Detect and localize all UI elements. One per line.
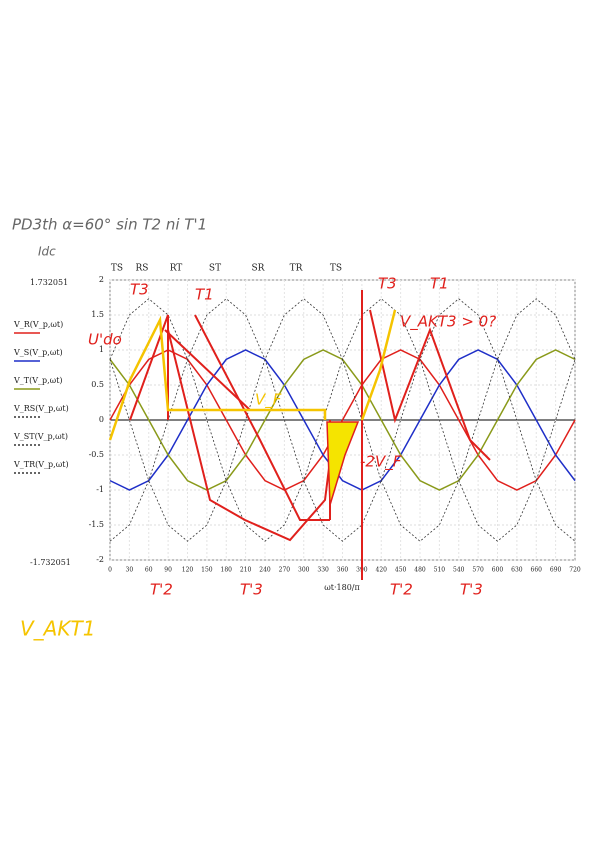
annotation: T3 [130,281,149,299]
phase-label: TS [111,264,123,274]
annotation: T'3 [460,581,483,599]
yellow-stroke [108,315,327,441]
x-axis-label: ωt·180/π [324,583,360,592]
y-tick-label: 2 [99,275,104,284]
y-tick-label: 0.5 [91,380,104,389]
phase-label: RT [170,264,183,274]
legend-label: V_T(V_p,ωt) [13,376,63,385]
y-tick-label: 0 [99,415,104,424]
annotation: T3 [378,275,397,293]
phase-label: TR [290,264,303,274]
x-tick-label: 570 [472,567,484,574]
annotation: V_AKT3 > 0? [400,313,496,332]
annotation: T'2 [390,581,413,599]
series-line [109,298,576,542]
annotation: V_AKT1 [20,617,95,641]
x-tick-label: 30 [126,567,134,574]
x-tick-label: 300 [298,567,310,574]
x-tick-label: 210 [240,567,252,574]
x-tick-label: 420 [376,567,388,574]
y-tick-label: 1.5 [91,310,104,319]
x-tick-label: 180 [221,567,233,574]
phase-label: TS [330,264,342,274]
title: PD3th α=60° sin T2 ni T'1 [12,216,207,234]
x-tick-label: 150 [201,567,213,574]
x-tick-label: 240 [259,567,271,574]
x-tick-label: 90 [164,567,172,574]
y-tick-label: -1 [96,485,104,494]
x-tick-label: 480 [414,567,426,574]
x-tick-label: 720 [569,567,581,574]
phase-label: SR [252,264,265,274]
annotation: T1 [195,286,214,304]
red-stroke [129,314,331,542]
red-stroke [194,309,491,521]
x-tick-label: 510 [434,567,446,574]
legend-label: V_R(V_p,ωt) [13,320,63,329]
yellow-area [326,421,360,506]
annotation: -2V_F [360,453,402,472]
legend-label: V_ST(V_p,ωt) [13,432,68,441]
x-tick-label: 360 [337,567,349,574]
subtitle: Idc [38,245,56,259]
x-tick-label: 540 [453,567,465,574]
y-tick-label: -1.5 [89,520,104,529]
x-tick-label: 270 [279,567,291,574]
annotation: V_F [255,391,282,410]
annotation: T'3 [240,581,263,599]
annotation: T1 [430,275,449,293]
legend-label: V_TR(V_p,ωt) [13,460,69,469]
x-tick-label: 120 [182,567,194,574]
series-line [109,298,576,542]
x-tick-label: 630 [511,567,523,574]
phase-label: ST [209,264,221,274]
x-tick-label: 600 [492,567,504,574]
y-max-label: 1.732051 [30,278,68,287]
legend-label: V_RS(V_p,ωt) [13,404,69,413]
x-tick-label: 0 [108,567,112,574]
x-tick-label: 450 [395,567,407,574]
y-tick-label: 1 [99,345,104,354]
x-tick-label: 660 [531,567,543,574]
x-tick-label: 690 [550,567,562,574]
y-tick-label: -2 [96,555,104,564]
y-min-label: -1.732051 [30,558,71,567]
x-tick-label: 60 [145,567,153,574]
annotation: T'2 [150,581,173,599]
x-tick-label: 330 [317,567,329,574]
legend-label: V_S(V_p,ωt) [13,348,63,357]
yellow-stroke [360,309,397,421]
annotation: U'do [88,331,122,349]
phase-label: RS [136,264,149,274]
y-tick-label: -0.5 [89,450,104,459]
yellow-strokes [108,309,397,506]
